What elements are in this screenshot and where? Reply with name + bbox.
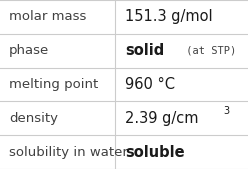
Text: melting point: melting point <box>9 78 98 91</box>
Text: molar mass: molar mass <box>9 10 86 23</box>
Text: solubility in water: solubility in water <box>9 146 128 159</box>
Text: density: density <box>9 112 58 125</box>
Text: soluble: soluble <box>125 145 184 160</box>
Text: 960 °C: 960 °C <box>125 77 175 92</box>
Text: solid: solid <box>125 43 164 58</box>
Text: phase: phase <box>9 44 49 57</box>
Text: 151.3 g/mol: 151.3 g/mol <box>125 9 212 24</box>
Text: (at STP): (at STP) <box>179 46 235 56</box>
Text: 2.39 g/cm: 2.39 g/cm <box>125 111 198 126</box>
Text: 3: 3 <box>223 106 229 116</box>
